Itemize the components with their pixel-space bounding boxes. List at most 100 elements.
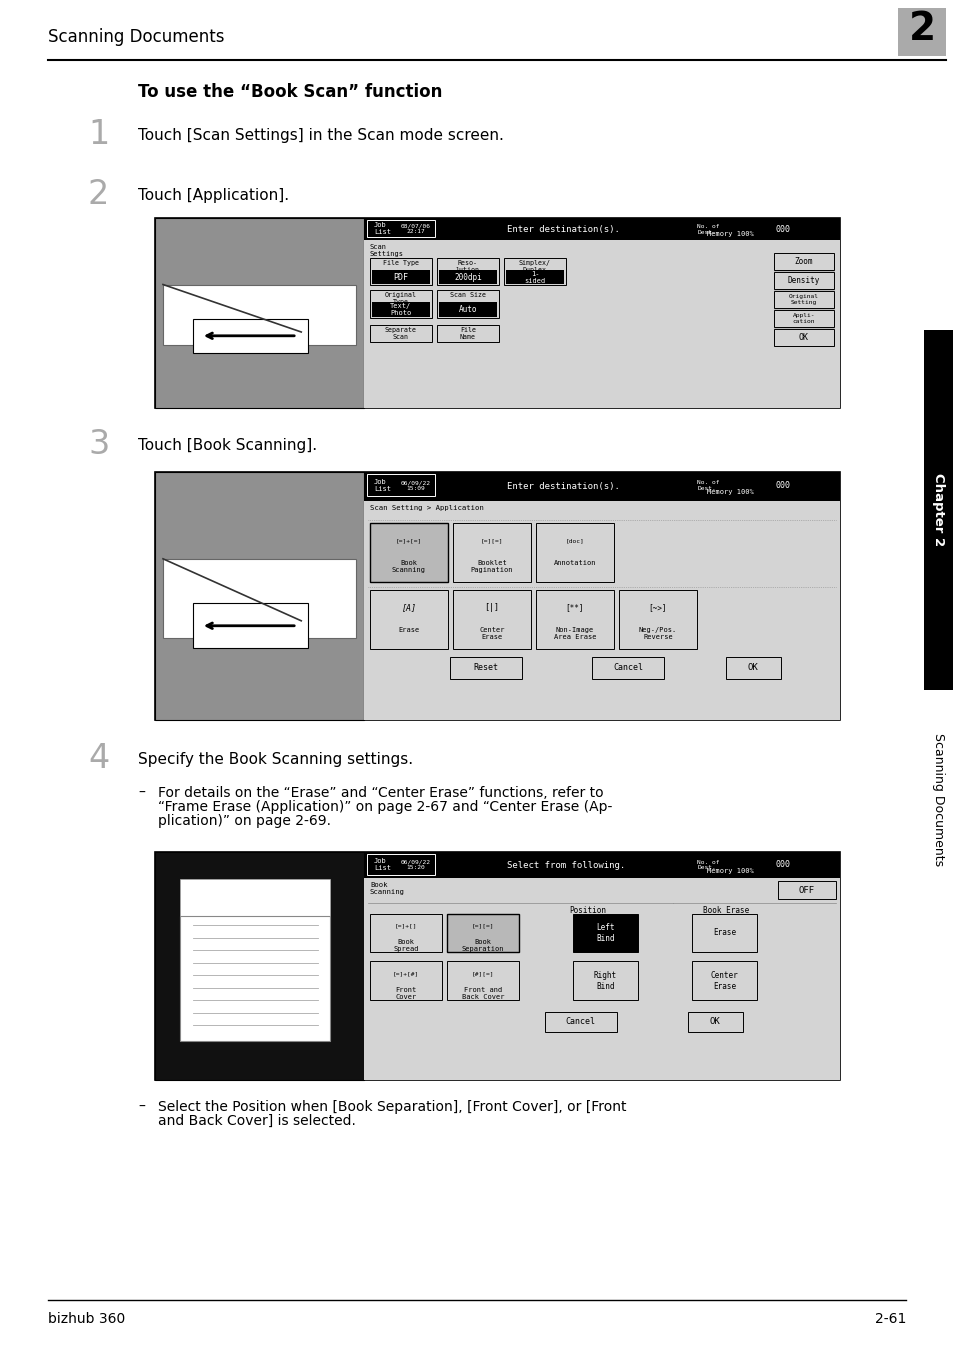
Bar: [367, 854, 435, 875]
Bar: [372, 303, 430, 316]
Text: OK: OK: [746, 664, 758, 672]
Bar: [438, 303, 497, 316]
Text: Cancel: Cancel: [613, 664, 642, 672]
Bar: [363, 500, 840, 721]
Bar: [193, 603, 307, 648]
Text: Chapter 2: Chapter 2: [931, 473, 944, 546]
Text: No. of
Dest.: No. of Dest.: [697, 480, 719, 491]
Bar: [180, 879, 330, 930]
Bar: [573, 961, 638, 1000]
Bar: [163, 284, 355, 345]
Bar: [725, 657, 780, 679]
Bar: [692, 914, 757, 952]
Text: [=]+[]: [=]+[]: [395, 923, 416, 929]
Text: bizhub 360: bizhub 360: [48, 1311, 125, 1326]
Bar: [923, 330, 953, 690]
Bar: [773, 291, 833, 308]
Bar: [778, 882, 835, 899]
Text: [#][=]: [#][=]: [471, 971, 494, 976]
Text: [A]: [A]: [401, 603, 416, 612]
Bar: [367, 220, 435, 237]
Text: Touch [Scan Settings] in the Scan mode screen.: Touch [Scan Settings] in the Scan mode s…: [138, 128, 503, 143]
Text: Erase: Erase: [398, 627, 419, 633]
Bar: [453, 523, 531, 583]
Bar: [370, 523, 448, 583]
Text: Neg-/Pos.
Reverse: Neg-/Pos. Reverse: [639, 627, 677, 639]
Text: Scanning Documents: Scanning Documents: [931, 733, 944, 867]
Text: File
Name: File Name: [459, 327, 476, 341]
Text: and Back Cover] is selected.: and Back Cover] is selected.: [158, 1114, 355, 1128]
Text: Original
Type: Original Type: [384, 292, 416, 306]
Bar: [370, 914, 441, 952]
Text: Position: Position: [569, 906, 605, 914]
Bar: [453, 589, 531, 649]
Text: Book
Separation: Book Separation: [461, 938, 503, 952]
Bar: [592, 657, 663, 679]
Text: [|]: [|]: [484, 603, 499, 612]
Bar: [363, 879, 840, 1080]
Bar: [573, 914, 638, 952]
Text: Touch [Application].: Touch [Application].: [138, 188, 289, 203]
Bar: [154, 472, 840, 721]
Bar: [367, 475, 435, 496]
Bar: [370, 961, 441, 1000]
Text: Annotation: Annotation: [553, 560, 596, 565]
Bar: [363, 218, 840, 239]
Bar: [438, 270, 497, 284]
Bar: [370, 291, 432, 318]
Text: Select from following.: Select from following.: [506, 861, 624, 869]
Text: –: –: [138, 786, 145, 800]
Bar: [618, 589, 697, 649]
Text: 2: 2: [907, 9, 935, 49]
Text: Book
Scanning: Book Scanning: [370, 882, 404, 895]
Text: Front and
Back Cover: Front and Back Cover: [461, 987, 503, 999]
Bar: [154, 852, 363, 1080]
Bar: [436, 258, 498, 285]
Bar: [544, 1011, 617, 1032]
Text: Book Erase: Book Erase: [701, 906, 748, 914]
Bar: [446, 961, 518, 1000]
Bar: [154, 852, 840, 1080]
Bar: [363, 472, 840, 500]
Text: 08/07/06
22:17: 08/07/06 22:17: [400, 223, 431, 234]
Text: To use the “Book Scan” function: To use the “Book Scan” function: [138, 82, 442, 101]
Text: Center
Erase: Center Erase: [710, 971, 738, 991]
Bar: [363, 852, 840, 879]
Text: Book
Scanning: Book Scanning: [392, 560, 425, 573]
Text: Cancel: Cancel: [565, 1017, 596, 1026]
Text: Simplex/
Duplex: Simplex/ Duplex: [518, 260, 550, 273]
Bar: [363, 239, 840, 408]
Bar: [163, 558, 355, 638]
Bar: [180, 915, 330, 1041]
Text: Scan
Settings: Scan Settings: [370, 243, 403, 257]
Text: Non-Image
Area Erase: Non-Image Area Erase: [553, 627, 596, 639]
Text: 000: 000: [775, 224, 789, 234]
Text: Auto: Auto: [458, 306, 476, 314]
Text: [=]+[#]: [=]+[#]: [393, 971, 418, 976]
Text: 1-
sided: 1- sided: [524, 270, 545, 284]
Text: Enter destination(s).: Enter destination(s).: [506, 481, 618, 491]
Bar: [773, 272, 833, 289]
Bar: [154, 218, 363, 408]
Text: Job
List: Job List: [374, 222, 391, 235]
Text: OK: OK: [708, 1017, 720, 1026]
Text: Erase: Erase: [712, 929, 735, 937]
Bar: [773, 253, 833, 270]
Bar: [503, 258, 565, 285]
Text: No. of
Dest.: No. of Dest.: [697, 224, 719, 235]
Text: Text/
Photo: Text/ Photo: [390, 303, 411, 316]
Text: Touch [Book Scanning].: Touch [Book Scanning].: [138, 438, 316, 453]
Bar: [436, 326, 498, 342]
Text: 3: 3: [88, 429, 110, 461]
Bar: [536, 523, 614, 583]
Bar: [370, 258, 432, 285]
Text: 000: 000: [775, 481, 789, 489]
Text: Appli-
cation: Appli- cation: [792, 314, 815, 324]
Text: No. of
Dest.: No. of Dest.: [697, 860, 719, 871]
Text: 200dpi: 200dpi: [454, 273, 481, 281]
Text: Scanning Documents: Scanning Documents: [48, 28, 224, 46]
Text: Center
Erase: Center Erase: [478, 627, 504, 639]
Text: Front
Cover: Front Cover: [395, 987, 416, 999]
Text: Separate
Scan: Separate Scan: [384, 327, 416, 341]
Bar: [897, 8, 945, 55]
